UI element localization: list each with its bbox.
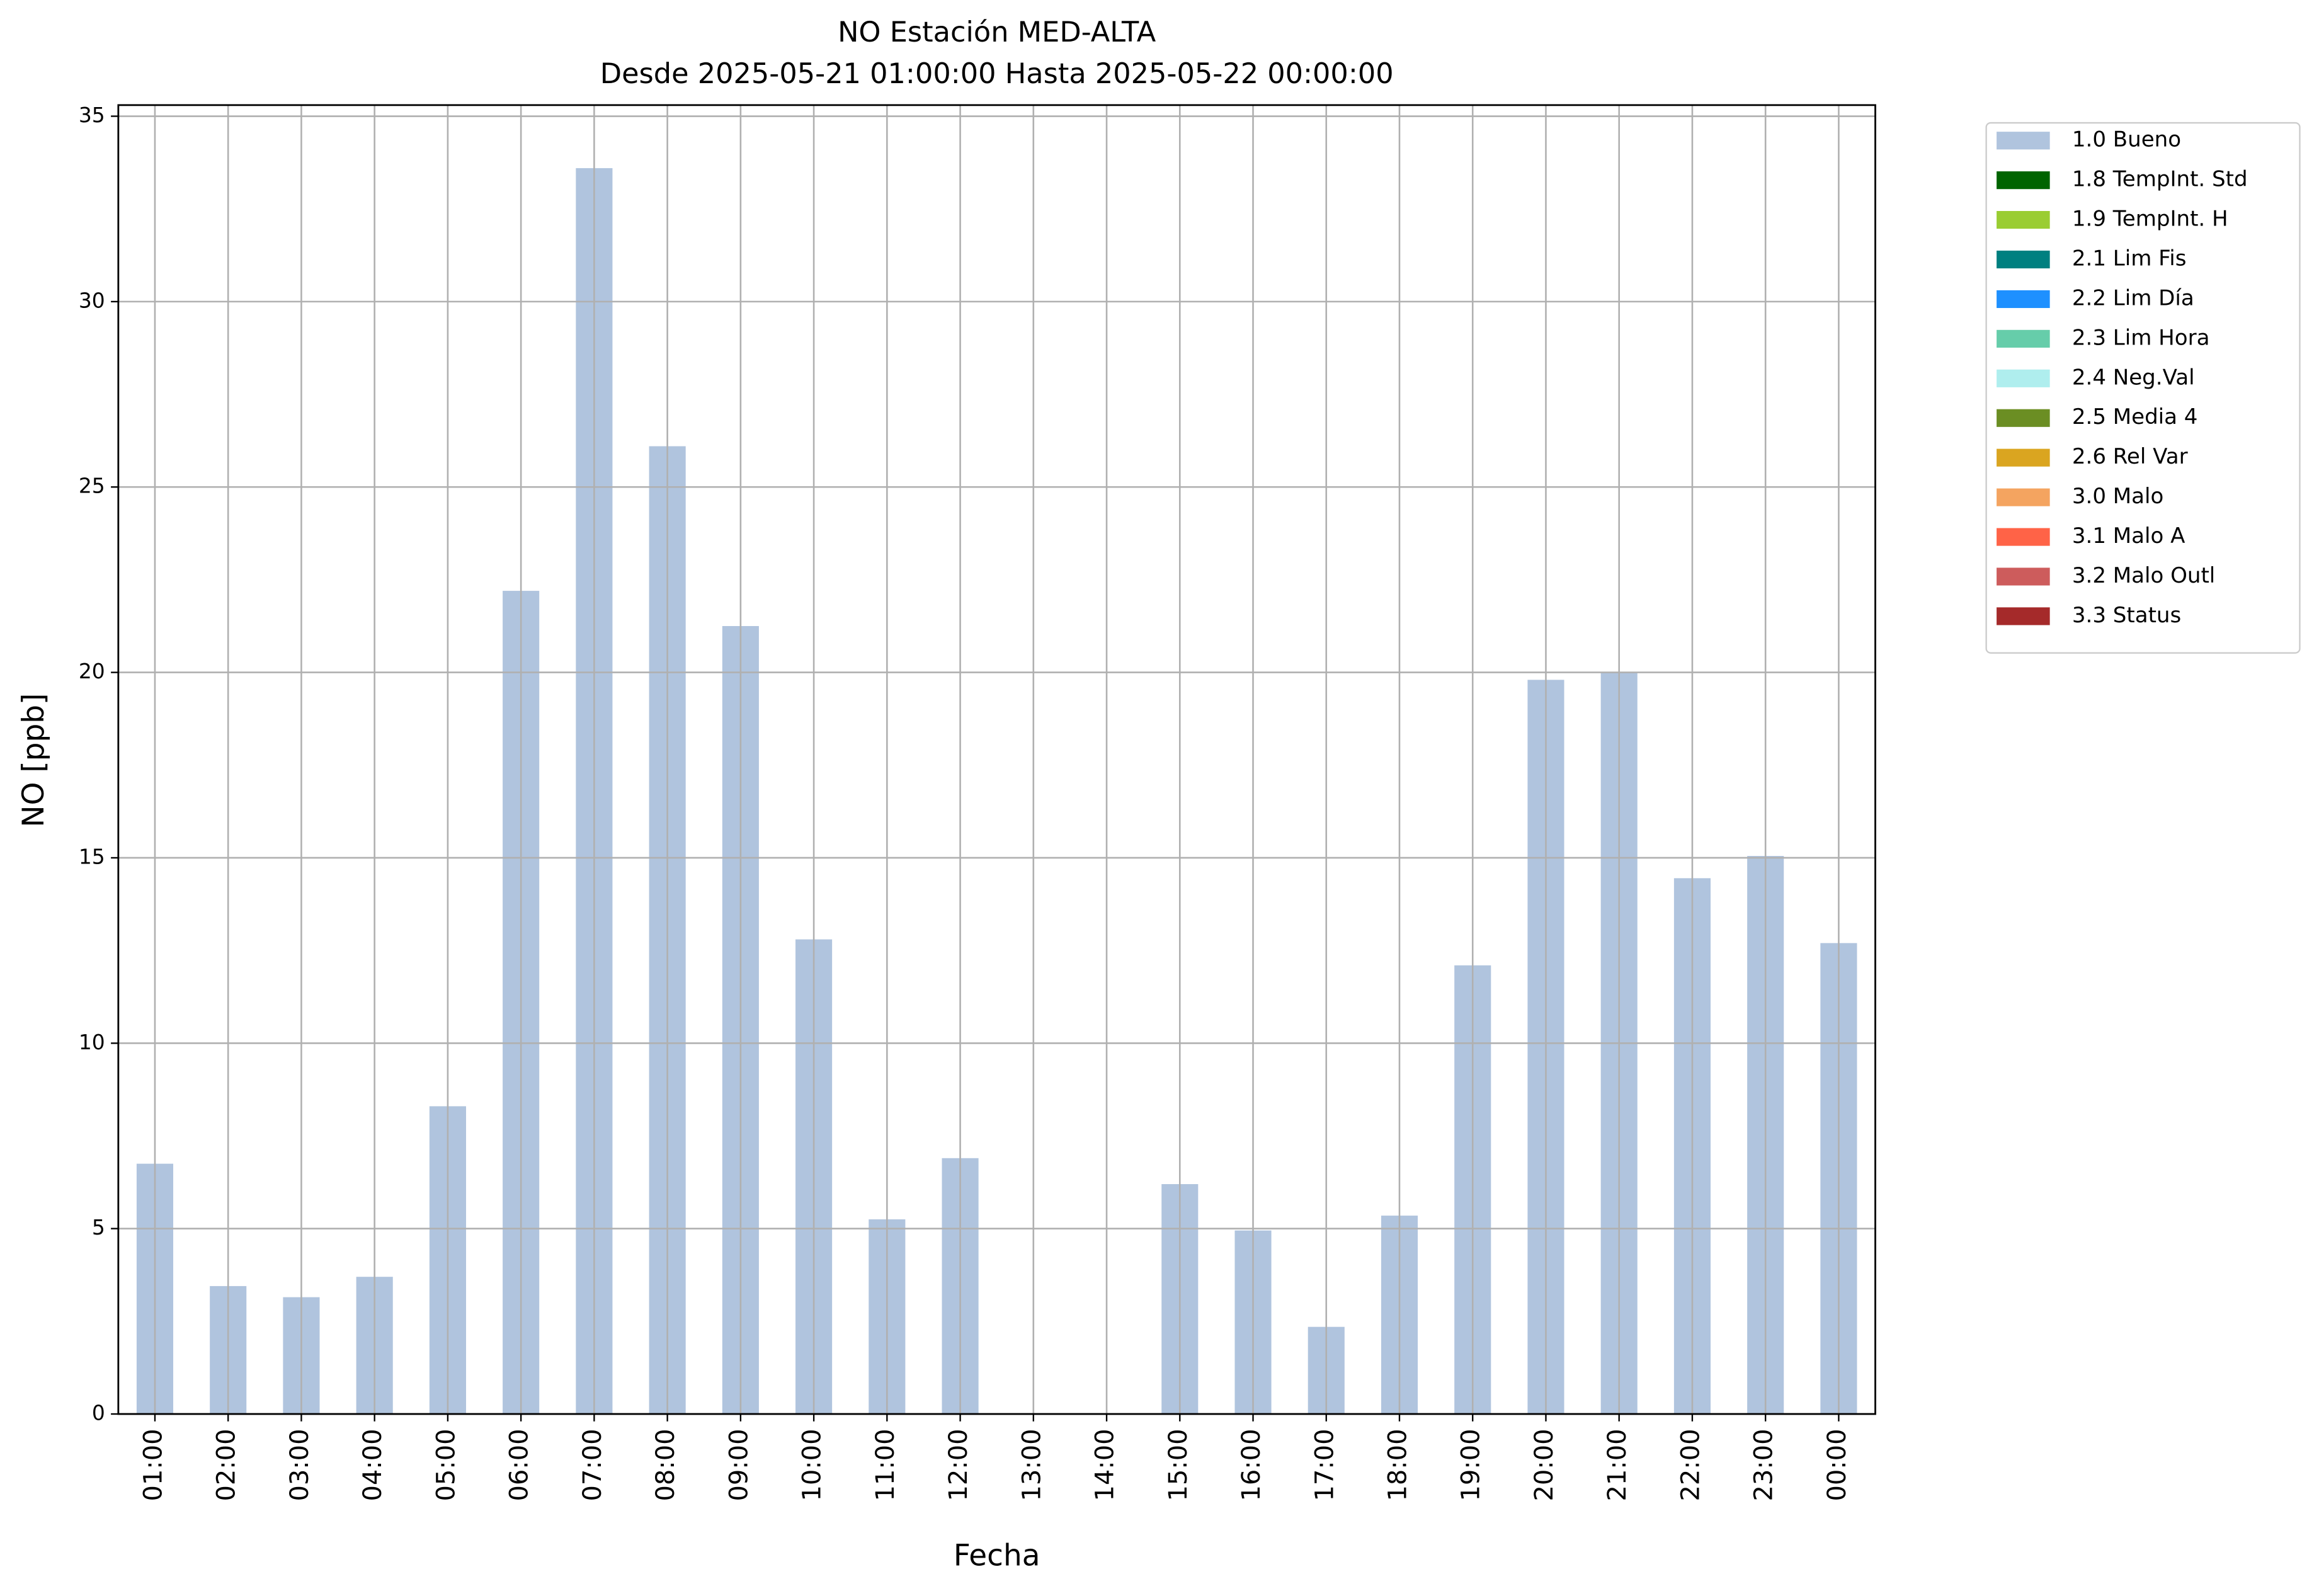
legend-label: 3.1 Malo A [2072,523,2185,549]
legend-swatch [1997,250,2050,269]
chart-title: NO Estación MED-ALTA [838,16,1156,48]
legend-label: 2.2 Lim Día [2072,285,2194,311]
x-tick-label: 08:00 [651,1429,680,1502]
legend-label: 3.2 Malo Outl [2072,563,2215,588]
x-tick-label: 10:00 [798,1429,827,1502]
y-tick-label: 5 [92,1215,105,1240]
x-tick-label: 19:00 [1457,1429,1486,1502]
legend-label: 2.4 Neg.Val [2072,365,2195,390]
x-tick-label: 23:00 [1750,1429,1779,1502]
x-tick-label: 09:00 [724,1429,753,1502]
legend-swatch [1997,448,2050,467]
x-tick-label: 21:00 [1603,1429,1632,1502]
legend-swatch [1997,607,2050,625]
x-tick-label: 05:00 [431,1429,460,1502]
y-tick-label: 25 [79,474,105,498]
x-tick-label: 03:00 [285,1429,314,1502]
legend-label: 3.3 Status [2072,603,2181,628]
legend-swatch [1997,329,2050,348]
legend-label: 2.1 Lim Fis [2072,246,2187,271]
legend-swatch [1997,290,2050,309]
x-tick-label: 11:00 [871,1429,900,1502]
legend-swatch [1997,409,2050,427]
plot-frame [117,104,1876,1415]
legend-swatch [1997,567,2050,586]
legend-label: 2.6 Rel Var [2072,444,2188,469]
x-tick-label: 15:00 [1164,1429,1193,1502]
x-tick-label: 22:00 [1676,1429,1705,1502]
legend-label: 3.0 Malo [2072,484,2163,509]
x-tick-label: 12:00 [944,1429,973,1502]
x-tick-label: 16:00 [1237,1429,1266,1502]
legend-swatch [1997,171,2050,190]
legend-swatch [1997,369,2050,387]
legend-swatch [1997,528,2050,546]
legend-label: 1.0 Bueno [2072,127,2181,152]
legend-swatch [1997,488,2050,506]
legend-swatch [1997,210,2050,229]
y-axis-label: NO [ppb] [16,693,51,828]
legend-label: 1.8 TempInt. Std [2072,167,2248,192]
y-tick-label: 10 [79,1030,105,1054]
chart-subtitle: Desde 2025-05-21 01:00:00 Hasta 2025-05-… [600,57,1394,90]
legend-swatch [1997,132,2050,150]
y-tick-label: 30 [79,288,105,312]
x-tick-label: 20:00 [1530,1429,1559,1502]
legend-label: 2.3 Lim Hora [2072,325,2210,350]
x-tick-label: 17:00 [1310,1429,1339,1502]
legend-box [1985,122,2301,654]
x-tick-label: 01:00 [139,1429,168,1502]
x-tick-label: 07:00 [578,1429,607,1502]
x-tick-label: 13:00 [1017,1429,1046,1502]
y-tick-label: 20 [79,659,105,683]
legend-label: 1.9 TempInt. H [2072,207,2228,232]
y-tick-label: 15 [79,844,105,869]
x-tick-label: 18:00 [1383,1429,1412,1502]
x-tick-label: 14:00 [1091,1429,1120,1502]
y-tick-label: 0 [92,1401,105,1425]
x-axis-label: Fecha [954,1538,1040,1573]
y-tick-label: 35 [79,103,105,127]
x-tick-label: 06:00 [505,1429,534,1502]
x-tick-label: 02:00 [212,1429,241,1502]
x-tick-label: 00:00 [1823,1429,1852,1502]
legend-label: 2.5 Media 4 [2072,404,2198,430]
x-tick-label: 04:00 [358,1429,387,1502]
